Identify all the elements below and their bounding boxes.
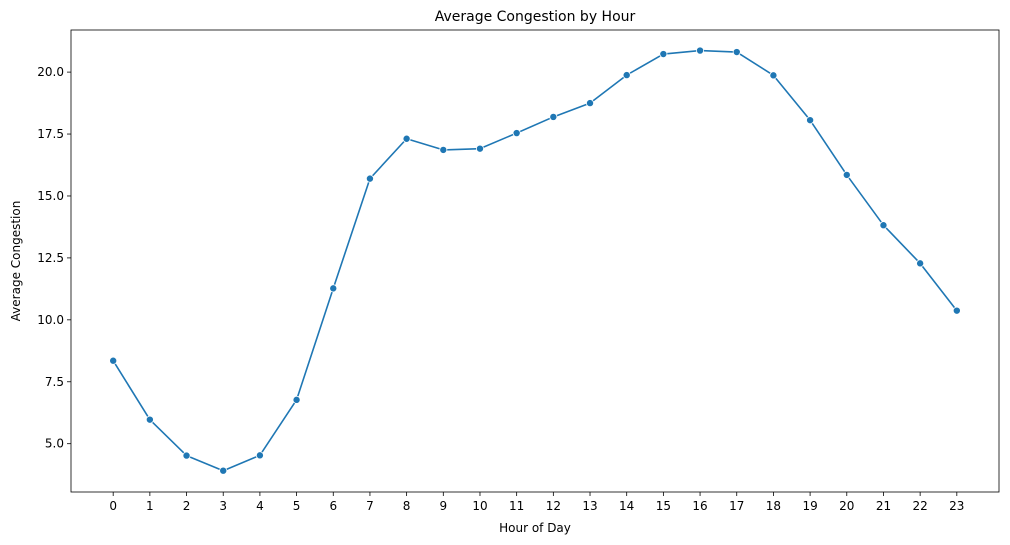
data-point: [219, 466, 228, 475]
data-point: [329, 284, 338, 293]
data-point: [109, 356, 118, 365]
x-tick-label: 9: [439, 499, 447, 513]
data-point: [952, 306, 961, 315]
chart-title: Average Congestion by Hour: [435, 9, 636, 25]
x-axis: 0 1 2 3 4 5 6 7 8 9 10 11 12 13 14 15 16 17 18 19 20 21 22 23: [109, 492, 964, 513]
x-tick-label: 1: [146, 499, 154, 513]
y-tick-label: 5.0: [45, 437, 64, 451]
x-tick-label: 13: [582, 499, 597, 513]
data-point: [145, 415, 154, 424]
x-tick-label: 19: [802, 499, 817, 513]
x-tick-label: 16: [692, 499, 707, 513]
data-point: [549, 112, 558, 121]
x-tick-label: 2: [183, 499, 191, 513]
data-point: [475, 144, 484, 153]
y-tick-label: 12.5: [37, 251, 64, 265]
x-tick-label: 12: [546, 499, 561, 513]
x-tick-label: 14: [619, 499, 634, 513]
data-point: [659, 50, 668, 59]
plot-area: [109, 46, 961, 475]
data-point: [255, 451, 264, 460]
x-tick-label: 22: [912, 499, 927, 513]
x-tick-label: 20: [839, 499, 854, 513]
data-point: [696, 46, 705, 55]
x-tick-label: 3: [219, 499, 227, 513]
x-tick-label: 10: [472, 499, 487, 513]
x-axis-label: Hour of Day: [499, 521, 571, 535]
data-point: [182, 451, 191, 460]
x-tick-label: 21: [876, 499, 891, 513]
y-tick-label: 17.5: [37, 127, 64, 141]
data-point: [769, 71, 778, 80]
x-tick-label: 4: [256, 499, 264, 513]
data-point: [622, 71, 631, 80]
data-point: [806, 116, 815, 125]
x-tick-label: 5: [293, 499, 301, 513]
y-tick-label: 7.5: [45, 375, 64, 389]
x-tick-label: 18: [766, 499, 781, 513]
x-tick-label: 0: [109, 499, 117, 513]
data-point: [879, 221, 888, 230]
series-line: [112, 49, 958, 472]
data-point: [586, 99, 595, 108]
x-tick-label: 17: [729, 499, 744, 513]
y-tick-label: 20.0: [37, 65, 64, 79]
y-axis-label: Average Congestion: [9, 201, 23, 322]
x-tick-label: 6: [329, 499, 337, 513]
data-point: [842, 170, 851, 179]
data-point: [292, 395, 301, 404]
x-tick-label: 15: [656, 499, 671, 513]
x-tick-label: 8: [403, 499, 411, 513]
data-point: [916, 259, 925, 268]
x-tick-label: 11: [509, 499, 524, 513]
data-point: [512, 129, 521, 138]
x-tick-label: 23: [949, 499, 964, 513]
data-point: [439, 145, 448, 154]
data-point: [732, 48, 741, 57]
data-point: [402, 134, 411, 143]
y-tick-label: 15.0: [37, 189, 64, 203]
y-tick-label: 10.0: [37, 313, 64, 327]
y-axis: 5.0 7.5 10.0 12.5 15.0 17.5 20.0: [37, 65, 71, 451]
data-point: [365, 174, 374, 183]
x-tick-label: 7: [366, 499, 374, 513]
plot-frame: [70, 29, 1000, 493]
